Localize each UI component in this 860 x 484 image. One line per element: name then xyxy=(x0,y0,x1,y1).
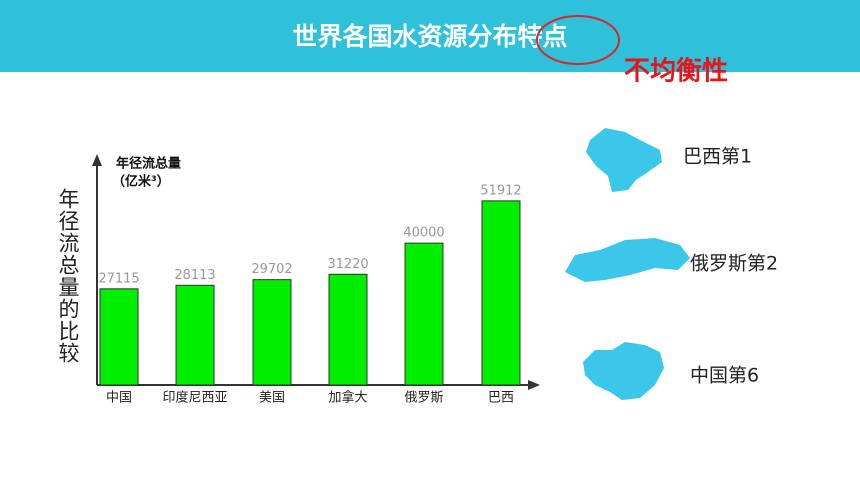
data-label: 40000 xyxy=(403,226,444,241)
highlight-ellipse xyxy=(536,15,620,65)
data-label: 29702 xyxy=(251,262,292,277)
x-tick-label: 俄罗斯 xyxy=(404,391,443,406)
bar xyxy=(252,279,292,386)
slide-title: 世界各国水资源分布特点 xyxy=(292,22,567,51)
bar xyxy=(175,284,215,386)
map-brazil xyxy=(586,128,662,192)
x-tick-label: 巴西 xyxy=(488,391,514,406)
header-band xyxy=(0,0,860,72)
annotation: 不均衡性 xyxy=(624,56,728,87)
ranking-label: 巴西第1 xyxy=(683,146,752,168)
x-arrow xyxy=(528,380,540,390)
bar xyxy=(481,200,521,386)
data-label: 27115 xyxy=(98,271,139,286)
x-tick-label: 美国 xyxy=(259,391,285,406)
x-tick-label: 印度尼西亚 xyxy=(162,390,227,406)
y-axis-label: （亿米³） xyxy=(112,174,170,190)
map-russia xyxy=(565,238,690,282)
y-arrow xyxy=(92,154,102,166)
y-axis-label: 年径流总量 xyxy=(116,156,181,172)
data-label: 31220 xyxy=(327,257,368,272)
bar xyxy=(328,273,368,386)
map-china xyxy=(583,342,664,400)
bar xyxy=(404,242,444,386)
ranking-label: 俄罗斯第2 xyxy=(690,253,778,275)
data-label: 28113 xyxy=(174,268,215,283)
data-label: 51912 xyxy=(480,183,521,198)
x-tick-label: 加拿大 xyxy=(328,390,367,406)
ranking-label: 中国第6 xyxy=(690,365,759,387)
x-tick-label: 中国 xyxy=(106,391,132,406)
bar xyxy=(99,288,139,386)
side-title: 年径流总量的比较 xyxy=(56,188,80,364)
